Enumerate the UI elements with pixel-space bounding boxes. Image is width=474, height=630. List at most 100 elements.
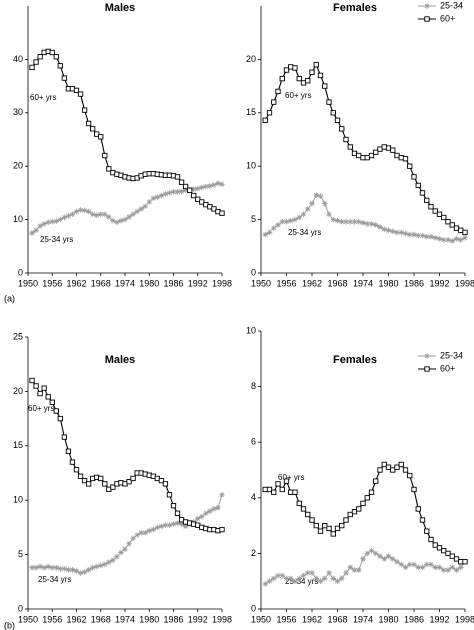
marker [441,214,447,221]
marker [453,236,460,242]
marker [428,561,434,568]
marker [343,570,349,576]
x-tick-label: 1980 [139,614,159,624]
x-tick-label: 1998 [212,614,232,624]
marker [415,182,421,189]
marker [29,564,35,571]
marker [101,561,108,568]
marker [33,564,39,571]
marker [138,530,144,536]
x-tick-label: 1992 [188,278,208,288]
annotation: 60+ yrs [278,473,304,482]
marker [77,91,84,97]
marker [49,564,56,571]
marker [219,210,225,216]
marker [69,567,76,573]
marker [419,232,426,239]
marker [61,565,68,572]
legend-label: 60+ [440,13,455,23]
x-tick-label: 1968 [91,278,111,288]
marker [270,575,277,582]
marker [321,200,328,207]
marker [432,542,438,548]
y-tick-label: 10 [246,161,256,171]
marker [158,477,165,484]
panel-label: (a) [4,293,15,303]
marker [77,570,84,576]
marker [309,69,315,75]
y-tick-label: 0 [251,603,256,613]
marker [449,222,455,228]
marker [154,524,161,531]
marker [313,522,319,529]
x-tick-label: 1992 [429,614,449,624]
marker [415,232,422,239]
y-tick-label: 0 [251,267,256,277]
marker [77,207,84,213]
marker [296,75,302,82]
x-tick-label: 1974 [353,614,373,624]
marker [368,489,375,495]
marker [432,234,439,241]
marker [326,570,332,576]
marker [364,221,371,227]
marker [182,183,189,190]
marker [309,517,315,523]
marker [385,145,392,151]
marker [219,526,225,533]
marker [262,117,268,123]
marker [262,231,269,238]
x-tick-label: 1992 [188,614,208,624]
series-line [264,63,466,233]
marker [215,505,221,511]
x-tick-label: 1986 [404,278,424,288]
marker [317,193,324,199]
marker [45,563,52,570]
marker [292,216,298,223]
marker [49,399,55,405]
marker [262,581,269,587]
marker [158,523,165,530]
marker [287,217,294,224]
marker [69,211,76,218]
annotation: 25-34 yrs [40,235,73,244]
marker [275,572,281,579]
marker [122,216,128,223]
marker [110,484,116,490]
marker [330,110,336,116]
marker [372,550,379,557]
x-tick-label: 1950 [251,278,271,288]
marker [326,211,332,218]
x-tick-label: 1992 [429,278,449,288]
marker [37,563,43,570]
y-tick-label: 10 [13,214,23,224]
marker [194,185,201,192]
marker [130,475,136,482]
marker [317,578,324,584]
marker [372,222,379,228]
x-tick-label: 1980 [378,614,398,624]
marker [170,521,177,527]
marker [49,49,55,56]
y-tick-label: 15 [246,107,256,117]
marker [449,553,455,559]
y-tick-label: 20 [13,386,23,396]
marker [41,564,47,571]
marker [436,236,443,242]
marker [195,196,201,202]
marker [385,553,392,559]
marker [207,508,213,514]
marker [150,195,157,202]
x-tick-label: 1956 [276,614,296,624]
marker [29,64,35,71]
marker [436,211,443,217]
legend-marker [424,353,430,359]
marker [203,183,209,190]
marker [457,237,464,243]
marker [166,190,173,196]
marker [296,500,302,507]
marker [134,208,140,215]
marker [424,528,430,534]
annotation: 60+ yrs [285,91,311,100]
